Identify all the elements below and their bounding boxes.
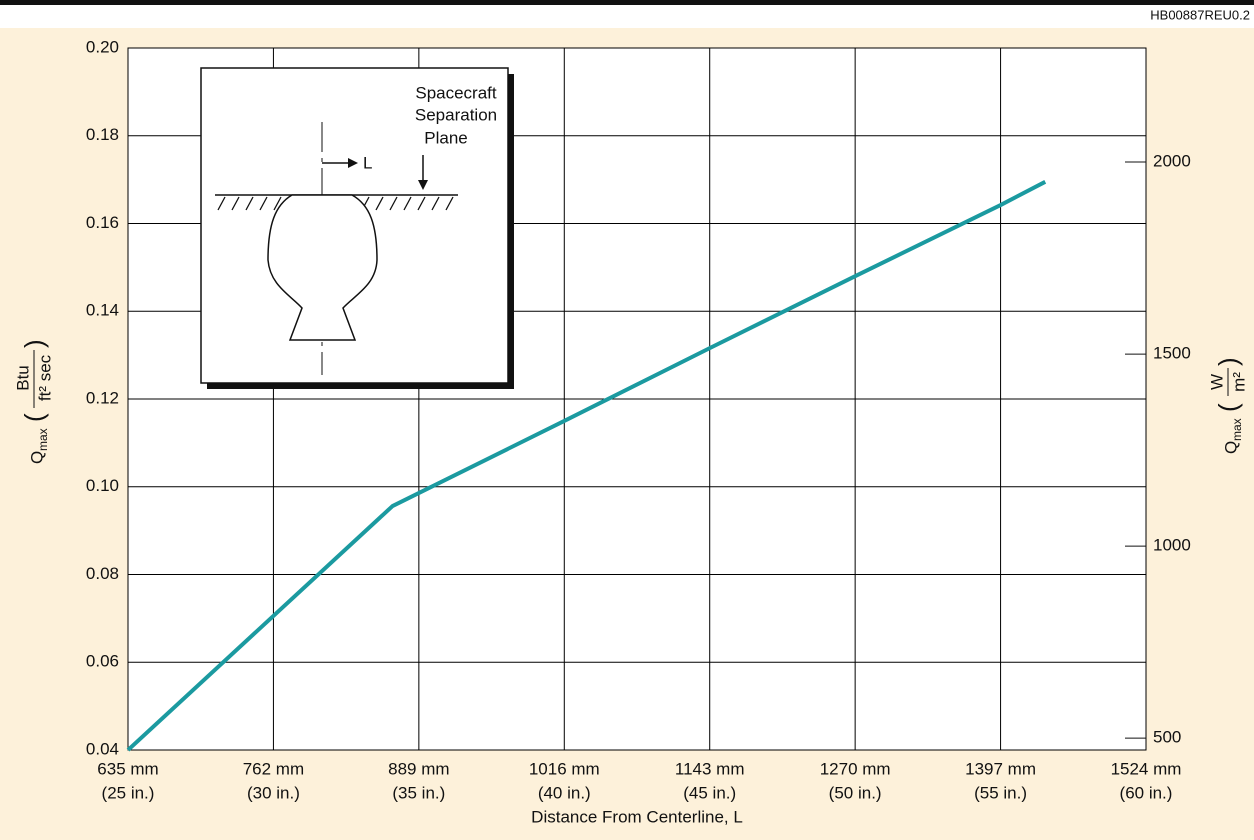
label-paren: )	[19, 339, 49, 348]
y2-tick-label: 500	[1153, 728, 1181, 747]
label-subscript: max	[1230, 418, 1244, 441]
y-tick-label: 0.20	[86, 37, 119, 56]
y-tick-label: 0.10	[86, 476, 119, 495]
label-numerator: W	[1207, 374, 1226, 390]
y-axis-label: Q max ( Btu ft² sec )	[13, 339, 54, 464]
label-paren: (	[1213, 403, 1243, 412]
x-tick-label: 889 mm	[388, 759, 449, 778]
separation-label: Spacecraft	[415, 83, 497, 102]
y2-tick-label: 2000	[1153, 152, 1191, 171]
y-tick-label: 0.06	[86, 652, 119, 671]
top-bar	[0, 0, 1254, 5]
spacecraft	[267, 194, 378, 341]
label-paren: (	[19, 413, 49, 422]
arrow-head	[418, 180, 428, 190]
data-line	[126, 180, 1047, 752]
x-tick-sublabel: (40 in.)	[538, 783, 591, 802]
inset-diagram: L Spacecraft Separation Plane	[200, 67, 514, 389]
x-tick-label: 1524 mm	[1111, 759, 1182, 778]
distance-label: L	[363, 153, 372, 172]
x-tick-sublabel: (35 in.)	[392, 783, 445, 802]
x-tick-label: 1397 mm	[965, 759, 1036, 778]
x-tick-sublabel: (50 in.)	[829, 783, 882, 802]
label-numerator: Btu	[13, 365, 32, 391]
arrow-head	[348, 158, 358, 168]
label-subscript: max	[36, 428, 50, 451]
x-tick-sublabel: (30 in.)	[247, 783, 300, 802]
x-tick-sublabel: (45 in.)	[683, 783, 736, 802]
x-tick-label: 1270 mm	[820, 759, 891, 778]
label-paren: )	[1213, 357, 1243, 366]
x-tick-label: 762 mm	[243, 759, 304, 778]
x-tick-label: 635 mm	[97, 759, 158, 778]
x-axis-label: Distance From Centerline, L	[531, 807, 743, 826]
y-tick-label: 0.16	[86, 213, 119, 232]
y2-axis-label: Q max ( W m² )	[1207, 357, 1248, 454]
separation-label: Separation	[415, 105, 497, 124]
figure-code: HB00887REU0.2	[1150, 7, 1250, 22]
header-strip	[0, 5, 1254, 28]
x-tick-sublabel: (25 in.)	[102, 783, 155, 802]
label-denominator: ft² sec	[35, 354, 54, 401]
label-symbol: Q	[27, 451, 46, 464]
y-tick-label: 0.12	[86, 388, 119, 407]
x-tick-label: 1143 mm	[675, 759, 745, 778]
x-tick-label: 1016 mm	[529, 759, 600, 778]
series	[126, 180, 1047, 752]
y-tick-label: 0.14	[86, 301, 119, 320]
y-tick-label: 0.18	[86, 125, 119, 144]
hatching	[217, 196, 454, 211]
y-tick-label: 0.04	[86, 739, 119, 758]
label-denominator: m²	[1229, 372, 1248, 392]
y2-tick-label: 1500	[1153, 344, 1191, 363]
y2-tick-label: 1000	[1153, 536, 1191, 555]
x-tick-sublabel: (55 in.)	[974, 783, 1027, 802]
separation-label: Plane	[424, 128, 467, 147]
x-tick-sublabel: (60 in.)	[1120, 783, 1173, 802]
y-tick-label: 0.08	[86, 564, 119, 583]
label-symbol: Q	[1221, 441, 1240, 454]
